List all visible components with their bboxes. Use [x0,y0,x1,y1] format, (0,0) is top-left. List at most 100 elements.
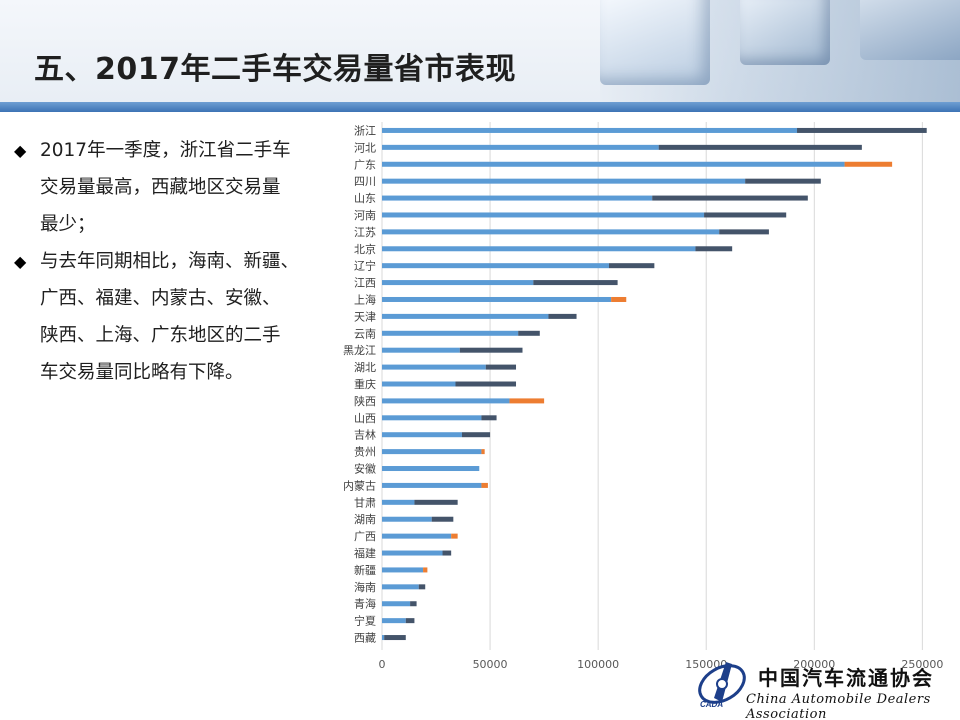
bar-segment [382,263,609,269]
bar-segment [704,212,787,218]
category-label: 黑龙江 [343,344,376,357]
bar-segment [382,466,480,472]
category-label: 云南 [354,327,376,340]
category-label: 湖南 [354,513,376,526]
bar-segment [418,584,426,590]
bullet-line: 最少； [40,214,96,235]
bar-segment [382,449,482,455]
bullet-item: ◆ 与去年同期相比，海南、新疆、 广西、福建、内蒙古、安徽、 陕西、上海、广东地… [12,243,330,391]
category-label: 天津 [354,310,376,323]
bar-segment [382,381,456,387]
bar-segment [455,381,517,387]
bar-segment [459,347,523,353]
category-label: 新疆 [354,563,376,577]
bar-segment [442,550,452,556]
x-tick-label: 200000 [793,658,835,671]
bar-segment [658,144,862,150]
bar-segment [652,195,808,201]
bullet-item: ◆ 2017年一季度，浙江省二手车 交易量最高，西藏地区交易量 最少； [12,132,330,243]
title-underline-bar [0,102,960,112]
cada-logo: CADA 中国汽车流通协会 China Automobile Dealers A… [692,654,956,720]
bar-segment [608,263,655,269]
category-label: 上海 [354,292,376,306]
category-label: 广西 [354,530,376,543]
header-cube [740,0,830,65]
bar-segment [382,415,482,421]
bar-segment [382,618,406,624]
category-label: 湖北 [354,361,376,374]
category-label: 青海 [354,597,376,611]
bar-segment [745,178,821,184]
bullet-line: 广西、福建、内蒙古、安徽、 [40,288,281,309]
category-label: 北京 [354,242,376,256]
x-tick-label: 100000 [577,658,619,671]
x-tick-label: 250000 [901,658,943,671]
bar-segment [410,601,417,607]
bar-segment [461,432,491,438]
bar-segment [382,330,519,336]
logo-abbreviation: CADA [700,700,724,709]
bar-segment [382,499,415,505]
bar-segment [382,516,432,522]
page-title: 五、2017年二手车交易量省市表现 [34,52,516,87]
bar-segment [431,516,454,522]
bar-segment [485,364,517,370]
category-label: 吉林 [354,428,376,442]
category-label: 河南 [354,209,376,222]
bar-segment [382,313,549,319]
header-background [0,0,960,112]
bar-segment [695,246,733,252]
header-cube [600,0,710,85]
category-label: 陕西 [354,394,376,408]
category-label: 安徽 [354,462,376,476]
bar-segment [548,313,577,319]
bar-segment [481,415,497,421]
bar-segment [382,280,534,286]
bar-segment [382,482,482,488]
bar-segment [382,364,486,370]
bar-segment [481,482,488,488]
bullet-line: 2017年一季度，浙江省二手车 [40,140,291,161]
bullet-line: 陕西、上海、广东地区的二手 [40,325,281,346]
bar-segment [382,567,424,573]
diamond-bullet-icon: ◆ [14,252,27,271]
category-label: 广东 [354,158,376,171]
bar-segment [382,398,510,404]
category-label: 内蒙古 [343,478,376,492]
bar-segment [382,229,720,235]
bullet-line: 交易量最高，西藏地区交易量 [40,177,281,198]
bar-segment [382,347,460,353]
bar-segment [423,567,428,573]
diamond-bullet-icon: ◆ [14,141,27,160]
bar-segment [611,296,627,302]
bar-segment [382,195,653,201]
category-label: 山西 [354,412,376,425]
x-tick-label: 50000 [473,658,508,671]
province-volume-bar-chart: 0 50000 100000 150000 200000 250000浙江河北广东四川山东… [343,122,943,671]
category-label: 浙江 [354,124,376,137]
bar-segment [382,178,746,184]
bar-segment [382,161,845,167]
category-label: 四川 [354,175,376,188]
bar-segment [533,280,618,286]
category-label: 甘肃 [354,496,376,509]
category-label: 江苏 [354,226,376,239]
bar-segment [382,635,385,641]
bar-segment [382,550,443,556]
bar-segment [719,229,769,235]
bar-segment [509,398,545,404]
bar-segment [382,246,696,252]
category-label: 宁夏 [354,614,376,628]
bar-segment [405,618,415,624]
bar-segment [382,212,705,218]
bar-segment [797,127,927,133]
bar-segment [382,533,452,539]
bar-segment [384,635,406,641]
category-label: 西藏 [354,632,376,645]
bullet-line: 与去年同期相比，海南、新疆、 [40,251,300,272]
cada-emblem-icon [698,662,746,704]
bar-segment [382,584,419,590]
header-cube [860,0,960,60]
category-label: 重庆 [354,377,376,391]
bar-segment [382,432,462,438]
